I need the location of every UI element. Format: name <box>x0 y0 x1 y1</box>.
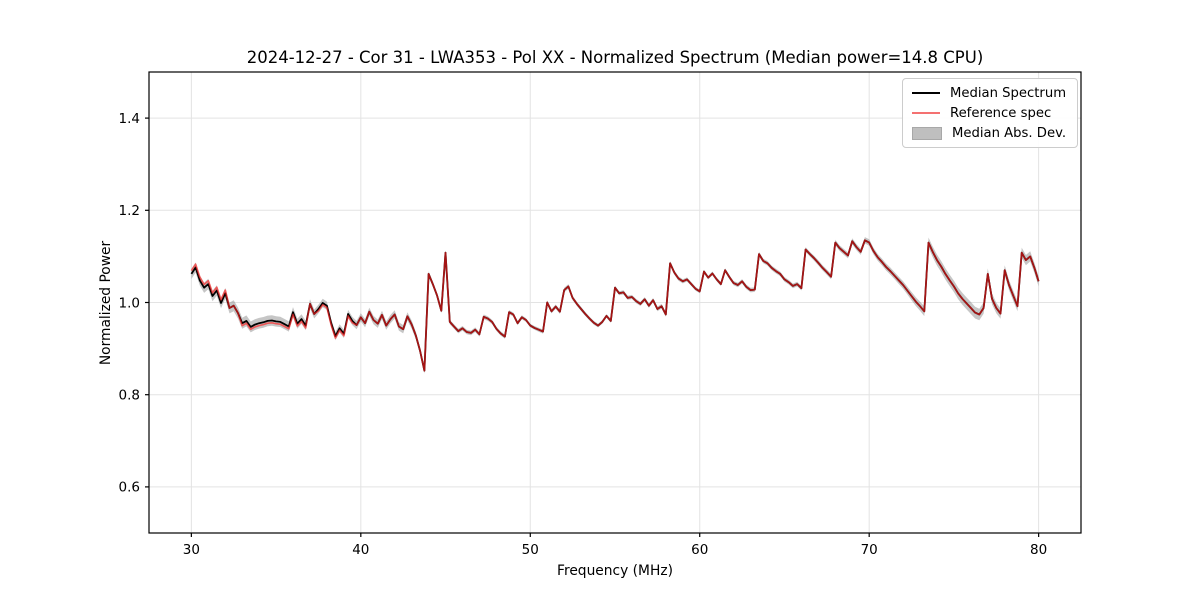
legend: Median Spectrum Reference spec Median Ab… <box>902 78 1078 148</box>
tick-marks-layer <box>145 117 1040 537</box>
legend-item-median-spectrum: Median Spectrum <box>903 86 1077 101</box>
x-tick-label: 60 <box>691 542 708 558</box>
spectrum-lines-layer <box>190 239 1040 372</box>
legend-label: Median Abs. Dev. <box>952 125 1067 141</box>
y-tick-label: 1.0 <box>119 295 140 311</box>
x-tick-label: 70 <box>861 542 878 558</box>
legend-item-reference-spec: Reference spec <box>903 106 1077 121</box>
mad-band-layer <box>191 237 1039 374</box>
tick-labels-layer: 30 40 50 60 70 80 0.6 0.8 1.0 1.2 1.4 <box>119 111 1048 558</box>
y-tick-label: 0.8 <box>119 388 140 404</box>
x-tick-label: 40 <box>352 542 369 558</box>
median-spectrum-line-swatch <box>912 92 940 94</box>
x-tick-label: 80 <box>1030 542 1047 558</box>
y-axis-label: Normalized Power <box>98 240 114 366</box>
chart-title: 2024-12-27 - Cor 31 - LWA353 - Pol XX - … <box>246 48 984 67</box>
median-abs-dev-patch-swatch <box>912 126 942 140</box>
y-tick-label: 1.4 <box>119 111 140 127</box>
reference-spec-line-swatch <box>912 112 940 114</box>
legend-label: Median Spectrum <box>950 85 1067 101</box>
median-abs-dev-band <box>191 237 1039 374</box>
x-tick-label: 30 <box>183 542 200 558</box>
legend-item-median-abs-dev: Median Abs. Dev. <box>903 126 1077 141</box>
x-tick-label: 50 <box>522 542 539 558</box>
legend-label: Reference spec <box>950 105 1052 121</box>
y-tick-label: 0.6 <box>119 480 140 496</box>
reference-spec-line <box>190 239 1040 372</box>
x-axis-label: Frequency (MHz) <box>557 563 673 579</box>
y-tick-label: 1.2 <box>119 203 140 219</box>
